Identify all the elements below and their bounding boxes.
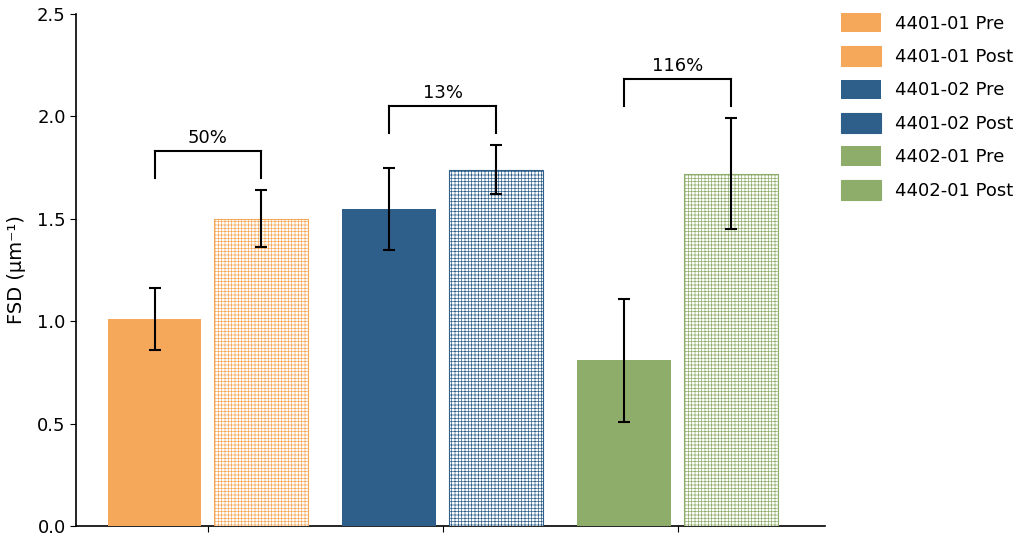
Bar <box>449 170 543 526</box>
Bar <box>214 219 308 526</box>
Bar <box>214 219 308 526</box>
Bar <box>577 360 671 526</box>
Bar <box>684 174 778 526</box>
Bar <box>107 319 201 526</box>
Text: 50%: 50% <box>188 129 228 147</box>
Text: 116%: 116% <box>651 58 703 76</box>
Bar <box>449 170 543 526</box>
Bar <box>684 174 778 526</box>
Y-axis label: FSD (μm⁻¹): FSD (μm⁻¹) <box>7 215 26 324</box>
Text: 13%: 13% <box>423 84 463 102</box>
Legend: 4401-01 Pre, 4401-01 Post, 4401-02 Pre, 4401-02 Post, 4402-01 Pre, 4402-01 Post: 4401-01 Pre, 4401-01 Post, 4401-02 Pre, … <box>841 13 1014 200</box>
Bar <box>342 208 436 526</box>
